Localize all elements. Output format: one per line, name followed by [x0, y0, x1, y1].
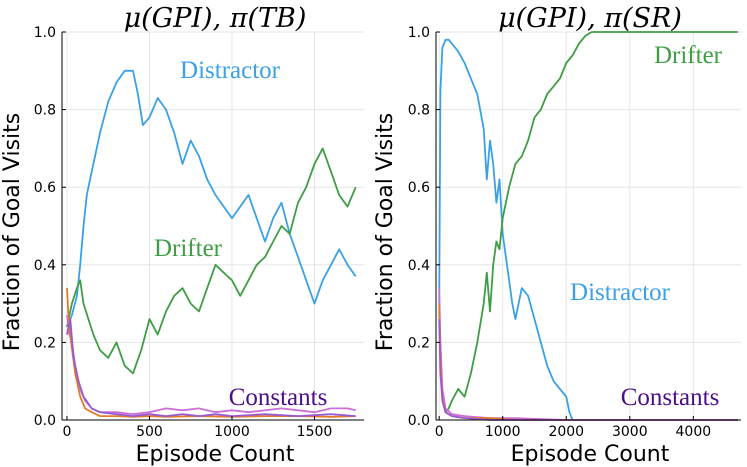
y-tick-label: 0.0	[408, 413, 430, 429]
chart-title: μ(GPI), π(SR)	[498, 3, 682, 34]
x-tick-label: 4000	[676, 424, 712, 440]
annotation-distractor: Distractor	[570, 279, 671, 306]
x-tick-label: 1000	[214, 424, 250, 440]
x-tick-label: 1500	[297, 424, 333, 440]
y-tick-label: 1.0	[34, 25, 56, 41]
y-tick-label: 0.2	[34, 335, 56, 351]
annotation-drifter: Drifter	[154, 235, 223, 262]
y-axis-label: Fraction of Goal Visits	[373, 113, 398, 351]
y-tick-label: 0.6	[408, 180, 430, 196]
annotation-constants: Constants	[229, 384, 328, 411]
chart-panel-sr: μ(GPI), π(SR) Fraction of Goal Visits Ep…	[373, 3, 741, 467]
series-line-drifter	[438, 31, 738, 414]
x-tick-label: 500	[136, 424, 163, 440]
series-line-constants_c	[66, 318, 356, 418]
y-tick-label: 0.8	[34, 103, 56, 119]
chart-title: μ(GPI), π(TB)	[124, 3, 307, 34]
x-tick-label: 3000	[612, 424, 648, 440]
annotation-drifter: Drifter	[654, 42, 723, 69]
y-tick-label: 0.8	[408, 103, 430, 119]
chart-panel-tb: μ(GPI), π(TB) Fraction of Goal Visits Ep…	[0, 3, 364, 467]
y-axis-label: Fraction of Goal Visits	[0, 113, 25, 351]
y-tick-label: 0.0	[34, 413, 56, 429]
x-tick-label: 1000	[485, 424, 521, 440]
annotation-distractor: Distractor	[180, 57, 281, 84]
x-tick-label: 0	[435, 424, 444, 440]
series-line-distractor	[66, 69, 357, 328]
y-tick-label: 0.4	[408, 258, 430, 274]
x-axis-label: Episode Count	[136, 442, 295, 467]
y-tick-label: 0.6	[34, 180, 56, 196]
grid-lines	[62, 31, 364, 421]
y-tick-label: 0.4	[34, 258, 56, 274]
series-line-constants_b	[66, 288, 356, 418]
series-line-drifter	[66, 147, 357, 375]
annotation-constants: Constants	[621, 384, 720, 411]
x-tick-label: 2000	[548, 424, 584, 440]
y-tick-label: 0.2	[408, 335, 430, 351]
grid-lines	[436, 31, 741, 421]
x-axis-label: Episode Count	[511, 442, 670, 467]
y-tick-label: 1.0	[408, 25, 430, 41]
x-tick-label: 0	[62, 424, 71, 440]
